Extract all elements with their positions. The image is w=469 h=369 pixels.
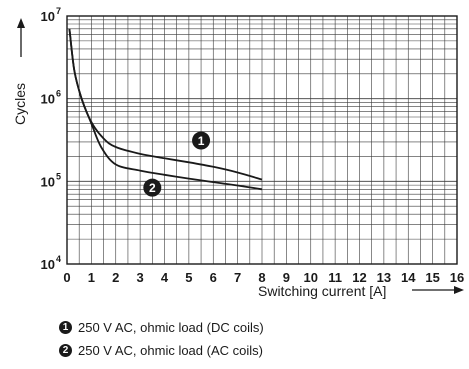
x-tick-label: 5: [185, 270, 192, 285]
series-line-2: [68, 28, 263, 191]
legend-marker-1: 1: [59, 321, 72, 334]
x-tick-label: 4: [161, 270, 169, 285]
y-axis-arrowhead: [17, 18, 25, 28]
legend-item-1: 1 250 V AC, ohmic load (DC coils): [59, 320, 264, 335]
y-tick-exponent: 7: [56, 6, 61, 16]
y-tick-label: 10: [41, 257, 55, 272]
x-tick-label: 9: [283, 270, 290, 285]
x-axis-arrowhead: [454, 286, 464, 294]
series-marker-1: [192, 131, 211, 150]
legend-marker-2: 2: [59, 344, 72, 357]
y-tick-label: 10: [41, 174, 55, 189]
y-tick-exponent: 6: [56, 89, 61, 99]
x-tick-label: 15: [425, 270, 439, 285]
series-line-1: [68, 28, 263, 181]
x-tick-label: 16: [450, 270, 464, 285]
series-marker-label-1: 1: [198, 134, 205, 148]
chart-axes: [66, 15, 458, 265]
x-tick-label: 0: [63, 270, 70, 285]
y-tick-label: 10: [41, 92, 55, 107]
chart-series: [68, 28, 263, 191]
x-axis-label: Switching current [A]: [258, 283, 386, 299]
x-tick-label: 2: [112, 270, 119, 285]
x-tick-label: 3: [137, 270, 144, 285]
legend-item-2: 2 250 V AC, ohmic load (AC coils): [59, 343, 263, 358]
x-tick-label: 8: [258, 270, 265, 285]
x-tick-label: 10: [304, 270, 318, 285]
x-tick-label: 13: [377, 270, 391, 285]
x-tick-label: 6: [210, 270, 217, 285]
series-marker-label-2: 2: [149, 181, 156, 195]
y-tick-label: 10: [41, 9, 55, 24]
y-tick-exponent: 4: [56, 254, 61, 264]
x-tick-label: 1: [88, 270, 95, 285]
y-axis-label: Cycles: [12, 83, 28, 125]
chart-grid: [66, 16, 458, 265]
legend-label-2: 250 V AC, ohmic load (AC coils): [78, 343, 263, 358]
plot-frame: [66, 15, 458, 265]
legend-label-1: 250 V AC, ohmic load (DC coils): [78, 320, 264, 335]
series-marker-2: [143, 178, 162, 197]
x-tick-label: 14: [401, 270, 416, 285]
x-tick-label: 11: [328, 270, 342, 285]
x-tick-label: 7: [234, 270, 241, 285]
series-markers: 12: [143, 131, 211, 197]
x-tick-label: 12: [352, 270, 366, 285]
y-tick-exponent: 5: [56, 171, 61, 181]
